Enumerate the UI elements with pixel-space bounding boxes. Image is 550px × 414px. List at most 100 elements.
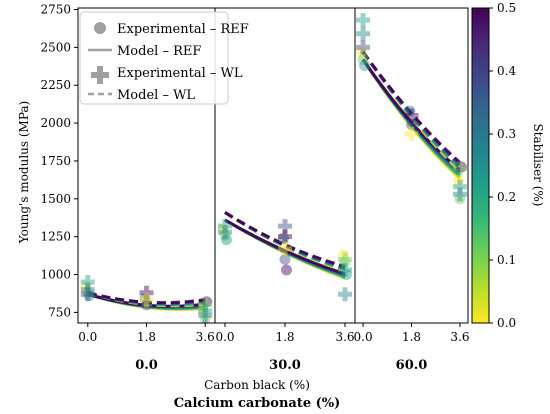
- exp-ref-point: [454, 193, 466, 205]
- colorbar-ticks: 0.0 0.1 0.2 0.3 0.4 0.5: [489, 1, 516, 330]
- legend-label-exp-wl: Experimental – WL: [117, 66, 243, 81]
- legend: Experimental – REF Model – REF Experimen…: [79, 11, 249, 105]
- exp-wl-point: [356, 26, 371, 41]
- exp-wl-point: [198, 303, 213, 318]
- colorbar-tick-label: 0.1: [497, 253, 516, 267]
- exp-ref-point: [199, 312, 211, 324]
- x-tick-label: 3.6: [335, 330, 354, 344]
- panel-30.0: 0.0 1.8 3.6 30.0: [214, 7, 356, 373]
- model-ref-line-s5: [361, 58, 461, 172]
- panel-label: 30.0: [269, 358, 301, 373]
- group-axis-label: Calcium carbonate (%): [174, 396, 341, 411]
- exp-ref-point: [201, 296, 213, 308]
- exp-ref-point: [452, 175, 464, 187]
- exp-wl-point: [356, 40, 371, 55]
- y-axis-label: Young's modulus (MPa): [17, 101, 31, 244]
- exp-wl-point: [80, 275, 95, 290]
- x-tick-label: 3.6: [196, 330, 215, 344]
- exp-ref-point: [356, 46, 368, 58]
- exp-ref-point: [279, 253, 291, 265]
- y-tick-label: 2500: [40, 40, 71, 54]
- colorbar: 0.0 0.1 0.2 0.3 0.4 0.5 Stabiliser (%): [471, 1, 545, 330]
- legend-label-model-ref: Model – REF: [117, 44, 201, 59]
- x-tick-label: 1.8: [275, 330, 294, 344]
- legend-box: [79, 11, 229, 105]
- x-tick-label: 0.0: [215, 330, 234, 344]
- legend-label-exp-ref: Experimental – REF: [117, 22, 249, 37]
- y-tick-label: 1750: [40, 154, 71, 168]
- exp-wl-point: [404, 126, 419, 141]
- exp-ref-point: [139, 293, 151, 305]
- x-tick-label: 0.0: [78, 330, 97, 344]
- exp-ref-point: [198, 305, 210, 317]
- exp-wl-point: [218, 225, 232, 240]
- exp-ref-point: [359, 60, 371, 72]
- x-tick-label: 0.0: [354, 330, 373, 344]
- exp-wl-point: [198, 297, 213, 312]
- exp-wl-point: [356, 13, 371, 28]
- exp-wl-point: [218, 219, 232, 234]
- model-wl-line-s5: [87, 291, 206, 305]
- y-tick-label: 1250: [40, 230, 71, 244]
- panel-label: 0.0: [135, 358, 158, 373]
- exp-ref-point: [278, 232, 289, 244]
- exp-wl-point: [338, 287, 352, 302]
- y-tick-label: 2250: [40, 78, 71, 92]
- model-wl-line-s5: [361, 51, 461, 164]
- y-tick-labels: 750 1000 1250 1500 1750 2000 2250 2500 2750: [40, 3, 78, 319]
- exp-ref-point: [338, 249, 349, 261]
- exp-ref-point: [281, 264, 292, 276]
- exp-ref-point: [404, 105, 416, 117]
- model-wl-line-s5: [224, 211, 346, 268]
- exp-wl-point: [198, 308, 213, 323]
- exp-ref-point: [219, 229, 231, 241]
- panel-label: 60.0: [396, 358, 428, 373]
- exp-wl-point: [338, 252, 352, 267]
- exp-wl-point: [452, 179, 467, 194]
- exp-ref-point: [83, 290, 95, 302]
- colorbar-tick-label: 0.5: [497, 1, 516, 15]
- legend-label-model-wl: Model – WL: [117, 88, 195, 103]
- x-tick-label: 1.8: [137, 330, 156, 344]
- exp-wl-point: [278, 229, 292, 244]
- exp-wl-point: [80, 287, 95, 302]
- exp-ref-point: [82, 287, 94, 299]
- exp-wl-point: [452, 161, 467, 176]
- exp-wl-point: [80, 282, 95, 297]
- colorbar-label: Stabiliser (%): [531, 124, 545, 207]
- y-tick-label: 1000: [40, 268, 71, 282]
- y-tick-label: 1500: [40, 192, 71, 206]
- panels: 0.0 1.8 3.60.00.0 1.8 3.630.00.0 1.8 3.660.0: [77, 7, 469, 373]
- colorbar-bar: [471, 7, 490, 324]
- exp-ref-point: [339, 256, 351, 268]
- exp-ref-point: [341, 269, 352, 281]
- exp-ref-point: [455, 161, 467, 173]
- exp-ref-point: [406, 119, 417, 131]
- panel-60.0: 0.0 1.8 3.6 60.0: [354, 7, 469, 373]
- exp-ref-point: [357, 53, 369, 65]
- x-tick-label: 1.8: [402, 330, 421, 344]
- exp-wl-point: [338, 262, 352, 277]
- y-tick-label: 2750: [40, 3, 71, 17]
- model-ref-line-s5: [224, 218, 346, 276]
- colorbar-tick-label: 0.4: [497, 64, 516, 78]
- colorbar-tick-label: 0.0: [497, 316, 516, 330]
- exp-wl-point: [278, 241, 292, 256]
- x-axis-label: Carbon black (%): [204, 378, 310, 392]
- exp-wl-point: [452, 187, 467, 202]
- legend-marker-exp-ref: [94, 22, 106, 34]
- exp-ref-point: [80, 281, 92, 293]
- exp-wl-point: [404, 108, 419, 123]
- exp-wl-point: [278, 219, 292, 234]
- y-tick-label: 750: [48, 305, 71, 319]
- exp-ref-point: [218, 223, 229, 235]
- exp-ref-point: [221, 234, 232, 246]
- x-tick-label: 3.6: [450, 330, 469, 344]
- exp-wl-point: [139, 293, 154, 308]
- y-tick-label: 2000: [40, 116, 71, 130]
- colorbar-tick-label: 0.2: [497, 190, 516, 204]
- exp-ref-point: [141, 299, 152, 311]
- exp-wl-point: [139, 285, 154, 300]
- legend-marker-exp-wl: [91, 66, 109, 84]
